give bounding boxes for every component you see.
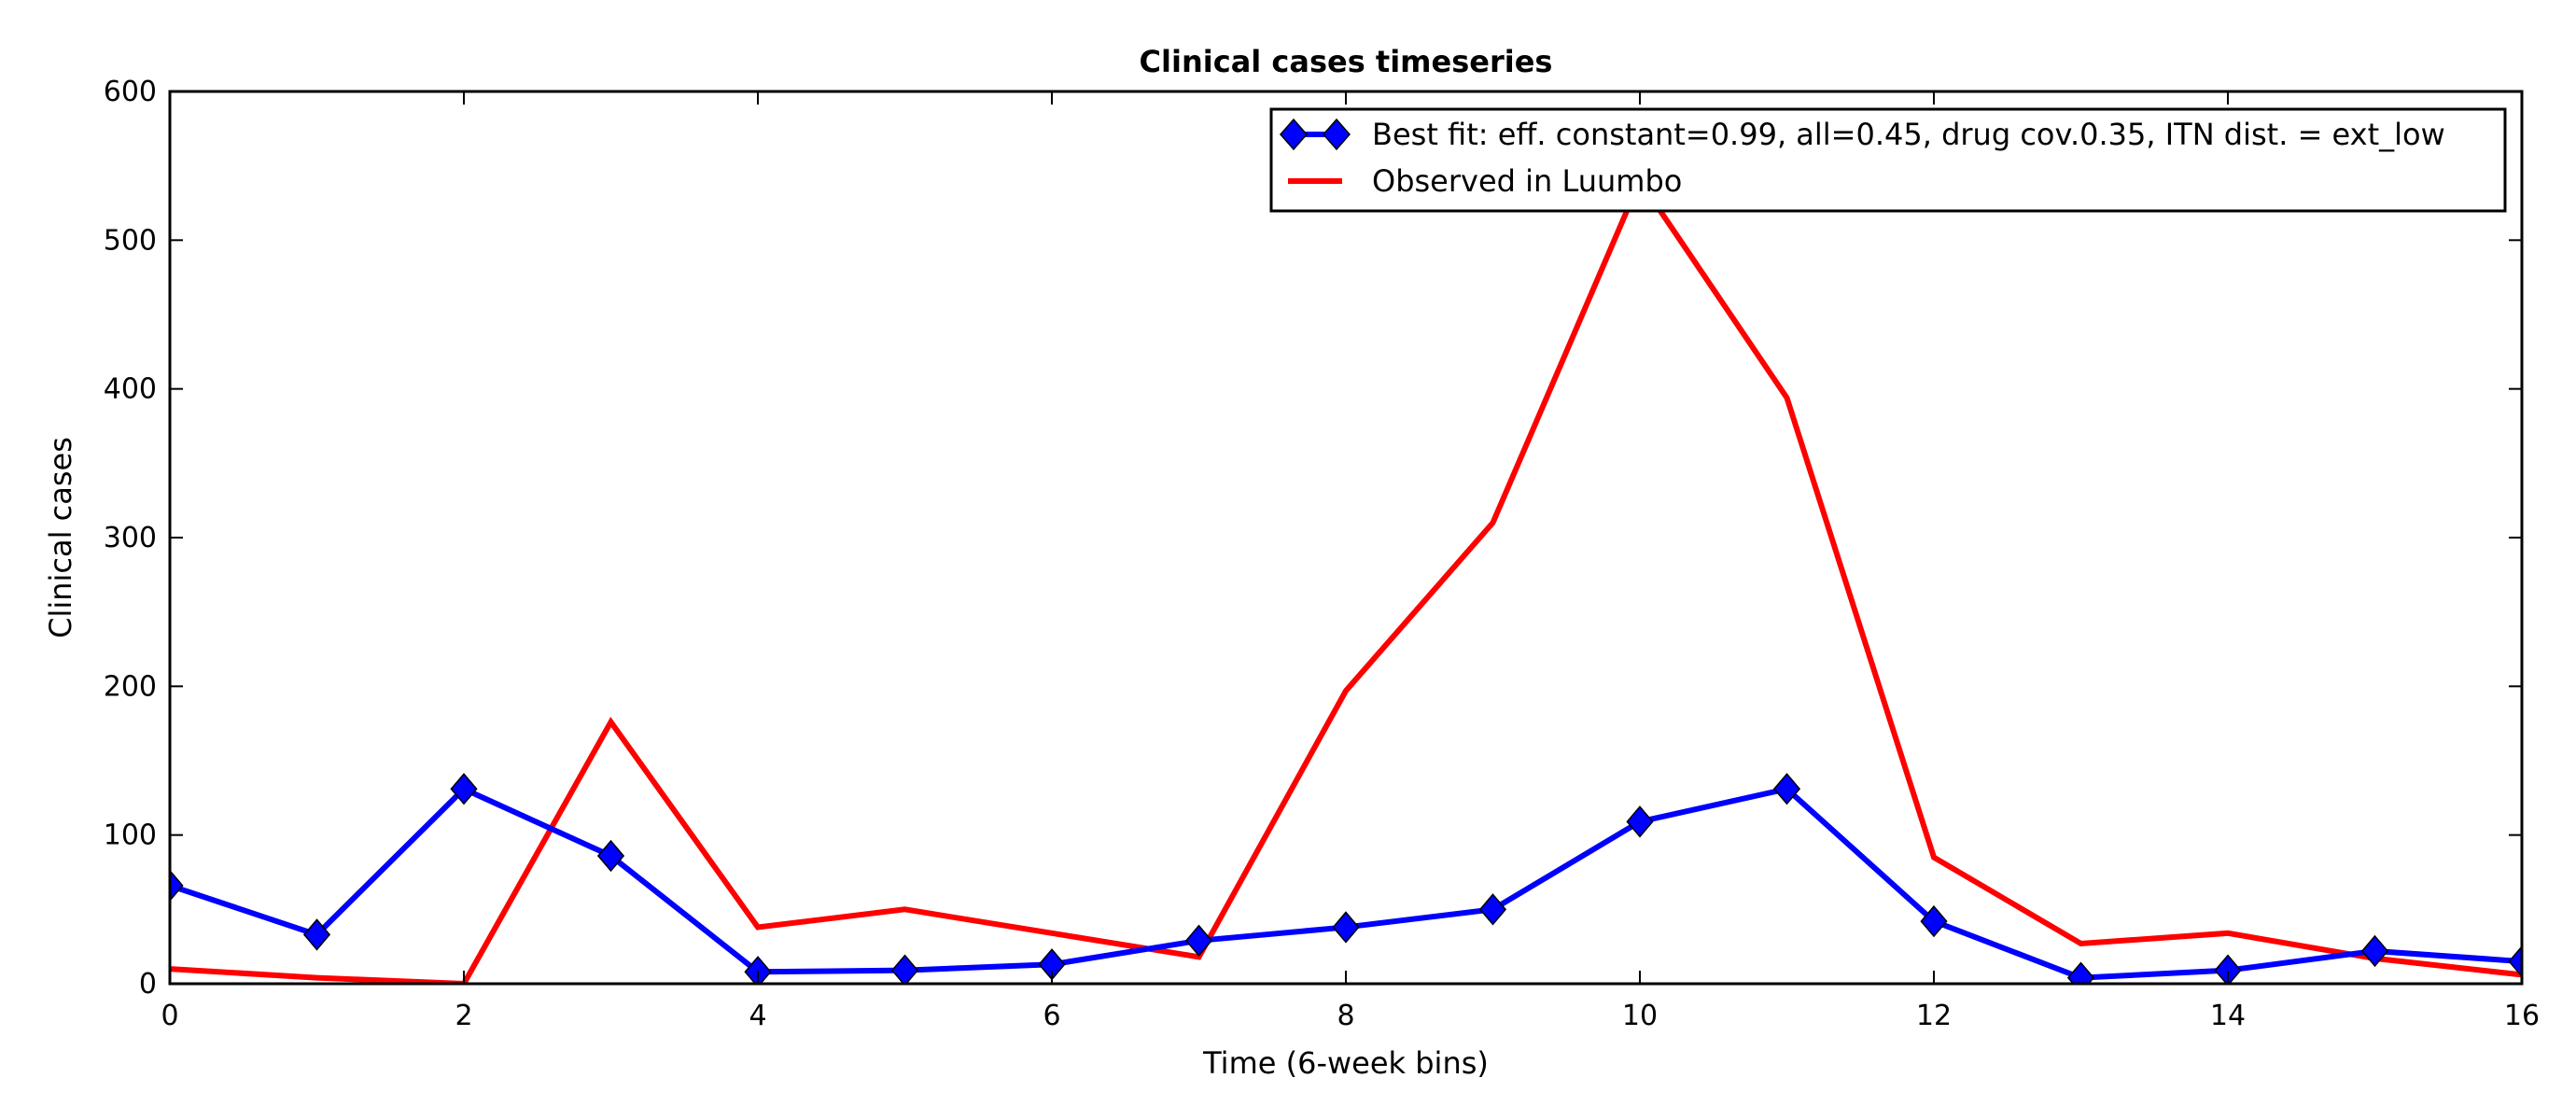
data-point-best-fit <box>2508 945 2522 978</box>
x-tick-label: 2 <box>455 1000 472 1032</box>
ticks-layer: 0 2 4 6 8 10 12 14 16 0 100 200 300 400 500 600 <box>104 76 2540 1032</box>
plot-area <box>170 175 2522 984</box>
y-tick-label: 600 <box>104 76 157 108</box>
x-tick-label: 6 <box>1043 1000 1060 1032</box>
data-point-best-fit <box>450 773 478 805</box>
y-tick-label: 0 <box>139 968 157 1001</box>
data-point-best-fit <box>1184 924 1213 957</box>
y-tick-label: 500 <box>104 224 157 257</box>
x-tick-label: 12 <box>1916 1000 1952 1032</box>
data-point-best-fit <box>2214 954 2242 984</box>
x-tick-label: 10 <box>1622 1000 1658 1032</box>
legend-marker-best-fit-2 <box>1323 118 1351 151</box>
y-tick-label: 300 <box>104 522 157 554</box>
data-point-best-fit <box>1626 805 1654 838</box>
y-tick-label: 200 <box>104 670 157 703</box>
series-line-observed <box>170 175 2522 984</box>
x-axis-title: Time (6-week bins) <box>1202 1045 1489 1081</box>
x-tick-label: 4 <box>749 1000 766 1032</box>
plot-frame <box>168 90 2524 986</box>
chart-title: Clinical cases timeseries <box>1140 44 1553 79</box>
data-point-best-fit <box>1920 904 1948 938</box>
legend-label-observed: Observed in Luumbo <box>1372 163 1682 199</box>
data-point-best-fit <box>1332 911 1360 944</box>
legend: Best fit: eff. constant=0.99, all=0.45, … <box>1269 107 2507 213</box>
data-point-best-fit <box>170 869 184 902</box>
y-tick-label: 100 <box>104 819 157 852</box>
data-point-best-fit <box>2360 934 2389 968</box>
x-tick-label: 16 <box>2504 1000 2540 1032</box>
x-tick-label: 0 <box>161 1000 178 1032</box>
legend-box <box>1269 107 2507 213</box>
data-point-best-fit <box>1772 773 1801 805</box>
data-point-best-fit <box>302 918 331 951</box>
x-tick-label: 14 <box>2210 1000 2246 1032</box>
y-tick-label: 400 <box>104 373 157 406</box>
series-layer <box>170 175 2522 984</box>
data-point-best-fit <box>2066 961 2095 984</box>
legend-label-best-fit: Best fit: eff. constant=0.99, all=0.45, … <box>1372 117 2445 152</box>
legend-marker-best-fit <box>1280 118 1308 151</box>
y-axis-title: Clinical cases <box>43 437 78 638</box>
data-point-best-fit <box>1478 893 1507 926</box>
data-point-best-fit <box>890 954 919 984</box>
data-point-best-fit <box>744 956 772 984</box>
x-tick-label: 8 <box>1337 1000 1354 1032</box>
data-point-best-fit <box>596 839 625 873</box>
